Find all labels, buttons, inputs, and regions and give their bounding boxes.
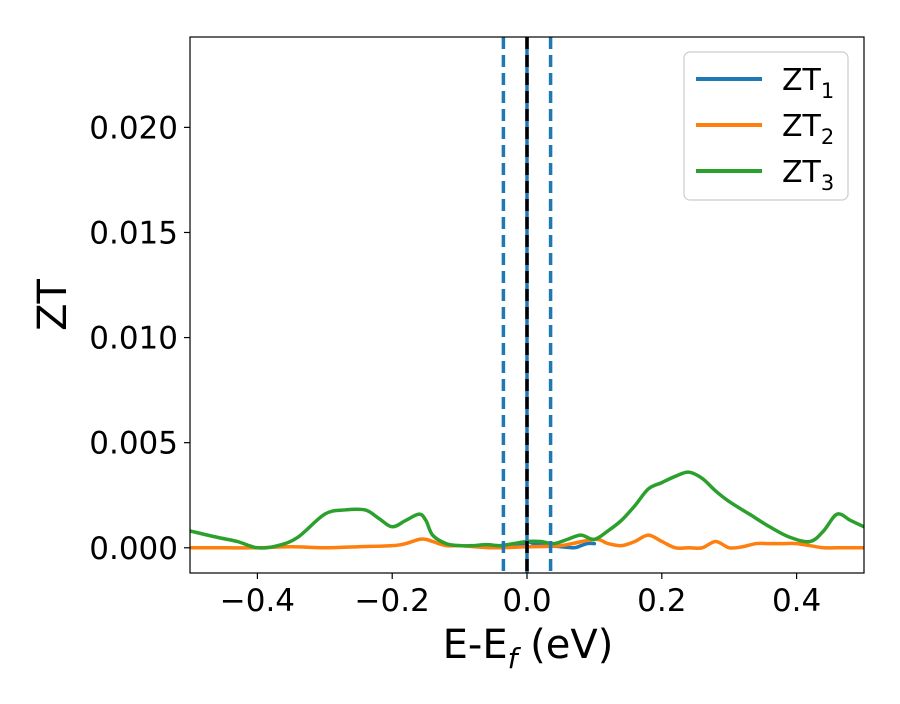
- series-line-zt3: [190, 470, 864, 550]
- x-axis-label-main: E-E: [443, 622, 508, 668]
- legend: ZT1 ZT2 ZT3: [683, 51, 849, 201]
- x-tick-label: 0.4: [772, 583, 821, 619]
- y-axis-label: ZT: [30, 279, 76, 331]
- x-tick-label: −0.4: [220, 583, 295, 619]
- y-tick-label: 0.020: [89, 110, 178, 146]
- x-tick-label: 0.2: [637, 583, 686, 619]
- x-tick-label: 0.0: [502, 583, 551, 619]
- y-tick-label: 0.015: [89, 215, 178, 251]
- x-axis-label-unit: (eV): [517, 622, 613, 668]
- legend-label-zt3: ZT3: [782, 155, 834, 195]
- legend-box: [683, 51, 849, 201]
- x-axis-label: E-Ef (eV): [443, 622, 614, 675]
- y-tick-label: 0.010: [89, 321, 178, 357]
- series-line-zt2: [190, 533, 864, 550]
- legend-label-zt1: ZT1: [782, 63, 834, 103]
- legend-label-zt2: ZT2: [782, 109, 834, 149]
- y-tick-label: 0.000: [89, 531, 178, 567]
- y-tick-label: 0.005: [89, 426, 178, 462]
- x-tick-label: −0.2: [355, 583, 430, 619]
